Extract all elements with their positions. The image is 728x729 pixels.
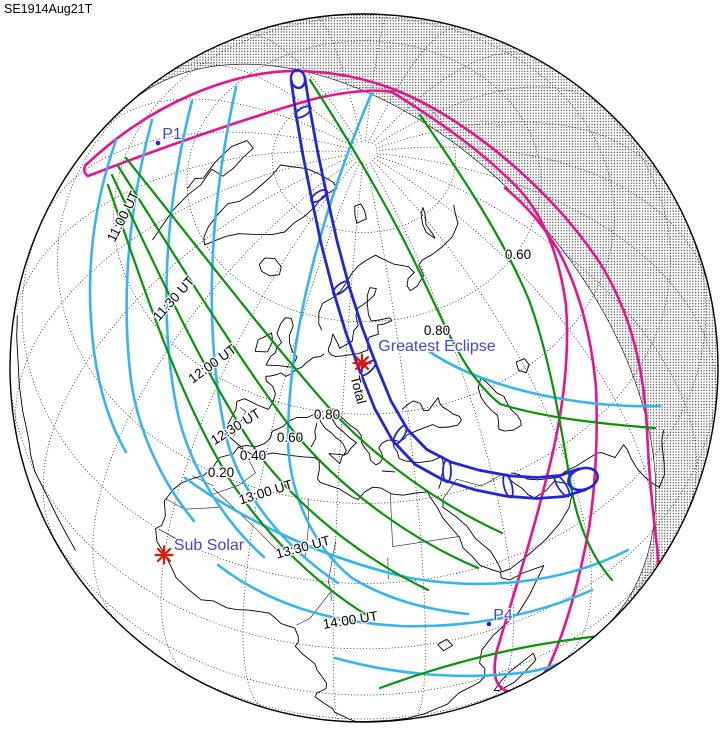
obscuration-label-020-0: 0.20 [208,465,234,480]
obscuration-contour-curves [106,78,657,690]
obscuration-label-080-3: 0.80 [314,407,340,422]
globe-limb [9,13,719,723]
globe-clipped-layers [10,14,718,722]
map-title: SE1914Aug21T [4,2,93,16]
obscuration-label-040-1: 0.40 [240,448,266,463]
sub-solar-asterisk-marker [154,545,174,565]
contact-point-label-p4: P4 [493,607,513,624]
country-borders [159,406,501,626]
greatest-eclipse-asterisk-marker [352,353,372,373]
obscuration-label-060-5: 0.60 [505,247,531,262]
obscuration-label-080-4: 0.80 [424,323,450,338]
graticule [10,14,718,722]
contact-point-dot-p4 [486,621,492,627]
obscuration-label-060-2: 0.60 [277,430,303,445]
contact-point-dot-p1 [155,140,161,146]
time-contour-curves [88,85,662,678]
penumbral-limit-curves [82,69,660,694]
greatest-eclipse-label: Greatest Eclipse [378,338,495,355]
umbral-path [289,68,599,500]
contact-point-label-p1: P1 [162,126,182,143]
sub-solar-label: Sub Solar [174,537,245,554]
coastlines [16,140,665,722]
